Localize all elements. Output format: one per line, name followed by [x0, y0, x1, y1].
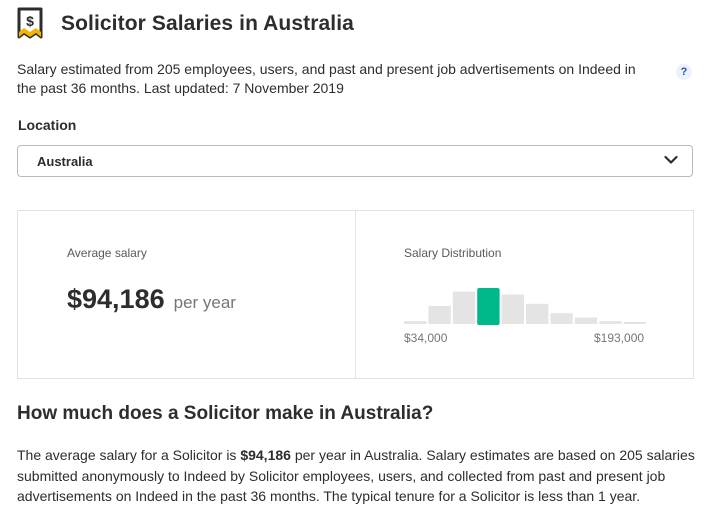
distribution-bar-highlighted: [477, 288, 500, 325]
distribution-bar: [428, 306, 451, 324]
location-dropdown[interactable]: Australia: [17, 145, 693, 177]
distribution-bar: [550, 313, 573, 324]
average-salary-value: $94,186: [67, 284, 165, 314]
page-header: $ Solicitor Salaries in Australia: [17, 7, 354, 41]
description-salary-bold: $94,186: [240, 447, 291, 463]
description-text-end: per year in Australia. Salary estimates …: [17, 447, 695, 504]
distribution-bar: [452, 291, 476, 324]
section-heading: How much does a Solicitor make in Austra…: [17, 403, 434, 424]
location-selected-value: Australia: [37, 153, 93, 169]
salary-distribution-label: Salary Distribution: [404, 246, 502, 260]
chevron-down-icon: [664, 155, 678, 164]
average-salary-row: $94,186 per year: [67, 284, 236, 315]
average-salary-period: per year: [173, 293, 236, 312]
salary-source-note: Salary estimated from 205 employees, use…: [17, 61, 636, 96]
card-divider: [355, 211, 356, 378]
salary-stats-card: Average salary $94,186 per year Salary D…: [17, 210, 694, 379]
salary-description: The average salary for a Solicitor is $9…: [17, 445, 705, 507]
distribution-max-label: $193,000: [594, 331, 645, 345]
distribution-bar: [526, 303, 549, 324]
svg-text:$: $: [26, 13, 34, 29]
distribution-min-label: $34,000: [404, 331, 448, 345]
distribution-bar: [599, 321, 622, 324]
distribution-bar: [501, 294, 524, 324]
page-title: Solicitor Salaries in Australia: [61, 12, 354, 35]
description-text-start: The average salary for a Solicitor is: [17, 447, 241, 463]
location-label: Location: [18, 117, 77, 133]
salary-dollar-icon: $: [17, 7, 43, 39]
distribution-bar: [574, 317, 598, 324]
help-question-icon[interactable]: ?: [676, 64, 692, 80]
distribution-bar: [404, 321, 427, 324]
distribution-bar: [623, 322, 646, 324]
average-salary-label: Average salary: [67, 246, 147, 260]
salary-distribution-chart: [404, 288, 646, 325]
